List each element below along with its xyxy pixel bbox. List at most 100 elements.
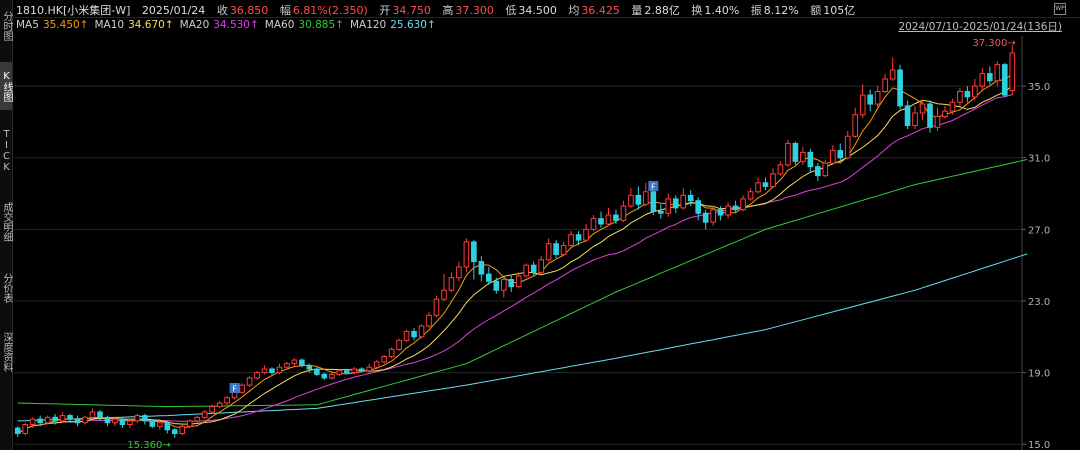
ma-legend-value-4: 25.630↑ xyxy=(390,19,436,31)
sidebar-tab-0[interactable]: 分时图 xyxy=(1,11,12,41)
candle-body-56 xyxy=(433,298,440,316)
candle-body-116 xyxy=(882,78,888,93)
candle-body-125 xyxy=(949,101,956,112)
amount-value: 105亿 xyxy=(823,4,856,17)
candle-body-77 xyxy=(590,218,597,230)
candle-body-133 xyxy=(1009,52,1016,92)
candle-body-129 xyxy=(979,73,986,87)
flag-label-0: F xyxy=(232,385,237,394)
volume-label: 量 xyxy=(631,4,643,17)
candle-body-91 xyxy=(695,200,702,214)
candle-body-115 xyxy=(874,91,881,105)
candle-body-128 xyxy=(972,85,978,98)
candle-body-1 xyxy=(22,424,29,434)
ma120-line xyxy=(17,253,1028,422)
candle-body-123 xyxy=(934,116,941,128)
high-annotation: 37.300→ xyxy=(972,38,1015,49)
candle-body-3 xyxy=(37,418,43,424)
candle-body-122 xyxy=(927,103,933,128)
candle-body-118 xyxy=(897,69,903,107)
y-tick-label-0: 35.0 xyxy=(1028,82,1050,93)
candle-body-76 xyxy=(583,228,589,241)
sidebar-tab-2[interactable]: TICK xyxy=(1,129,12,173)
candle-body-12 xyxy=(104,416,111,424)
candle-body-66 xyxy=(508,278,515,288)
low-label: 低 xyxy=(505,4,517,17)
amplitude-value: 8.12% xyxy=(763,4,799,17)
candle-body-33 xyxy=(261,368,268,374)
candle-body-2 xyxy=(29,418,36,426)
candle-body-61 xyxy=(471,241,477,263)
candle-body-53 xyxy=(411,330,417,338)
candle-body-94 xyxy=(717,209,724,216)
ma10-line xyxy=(17,85,1013,434)
quote-date: 2025/01/24 xyxy=(141,4,206,17)
candle-body-51 xyxy=(396,339,402,350)
candle-body-20 xyxy=(164,422,171,431)
candle-body-67 xyxy=(515,275,522,288)
y-tick-label-5: 15.0 xyxy=(1028,440,1050,450)
candle-body-11 xyxy=(97,411,103,418)
candle-body-18 xyxy=(149,420,156,427)
candle-body-106 xyxy=(807,151,814,168)
candle-body-46 xyxy=(358,368,365,372)
candle-body-102 xyxy=(777,164,784,175)
sidebar-tab-5[interactable]: 深度资料 xyxy=(1,332,12,372)
candle-body-104 xyxy=(792,142,799,162)
candle-body-121 xyxy=(919,103,926,114)
candle-body-40 xyxy=(314,368,320,375)
candle-body-50 xyxy=(388,348,395,357)
candle-body-131 xyxy=(994,64,1001,82)
flag-marker-0 xyxy=(229,383,240,393)
candle-body-54 xyxy=(418,325,425,338)
candle-body-103 xyxy=(785,142,791,166)
open-value: 34.750 xyxy=(392,4,431,17)
candle-body-58 xyxy=(448,277,455,291)
candle-body-27 xyxy=(216,402,223,408)
candle-body-19 xyxy=(156,422,163,427)
candle-body-62 xyxy=(478,261,485,275)
candle-body-14 xyxy=(119,418,126,426)
candle-body-98 xyxy=(747,191,754,200)
candle-body-5 xyxy=(52,416,58,422)
ma5-line xyxy=(17,73,1013,434)
ma-legend-name-3: MA60 xyxy=(264,19,295,31)
candle-body-38 xyxy=(299,359,305,366)
candle-body-68 xyxy=(523,264,530,277)
ma-legend-name-1: MA10 xyxy=(94,19,125,31)
ma-legend-value-1: 34.670↑ xyxy=(128,19,174,31)
ma-legend-name-4: MA120 xyxy=(349,19,387,31)
candle-body-86 xyxy=(657,210,664,214)
candle-body-99 xyxy=(755,182,761,193)
candle-body-64 xyxy=(493,280,500,291)
candle-body-114 xyxy=(867,94,874,105)
candle-body-126 xyxy=(957,91,963,103)
sidebar-tab-4[interactable]: 分价表 xyxy=(1,273,12,303)
candle-body-111 xyxy=(844,135,851,159)
candle-body-21 xyxy=(171,429,178,434)
candle-body-127 xyxy=(964,91,971,98)
candle-body-87 xyxy=(665,198,672,214)
ma-legend-value-3: 30.885↑ xyxy=(298,19,344,31)
candle-body-52 xyxy=(403,330,410,341)
date-range-link[interactable]: 2024/07/10-2025/01/24(136日) xyxy=(898,21,1062,33)
candle-body-10 xyxy=(89,411,96,418)
sidebar-tab-1[interactable]: K线图 xyxy=(0,62,12,110)
avg-value: 36.425 xyxy=(581,4,620,17)
candle-body-43 xyxy=(336,370,343,375)
ma-legend-name-0: MA5 xyxy=(16,19,39,31)
candle-body-35 xyxy=(276,366,283,374)
candle-body-108 xyxy=(822,162,829,177)
open-label: 开 xyxy=(379,4,391,17)
candle-body-101 xyxy=(770,173,776,187)
candle-body-13 xyxy=(112,418,118,424)
candle-body-80 xyxy=(613,214,619,221)
candle-body-72 xyxy=(553,243,559,255)
y-tick-label-2: 27.0 xyxy=(1028,225,1050,236)
candle-body-15 xyxy=(127,420,133,426)
candle-body-4 xyxy=(44,416,51,424)
candle-body-9 xyxy=(82,416,88,424)
sidebar-tab-3[interactable]: 成交明细 xyxy=(1,202,12,242)
wp-icon[interactable]: WP xyxy=(1054,3,1066,15)
header-divider xyxy=(12,17,1080,18)
